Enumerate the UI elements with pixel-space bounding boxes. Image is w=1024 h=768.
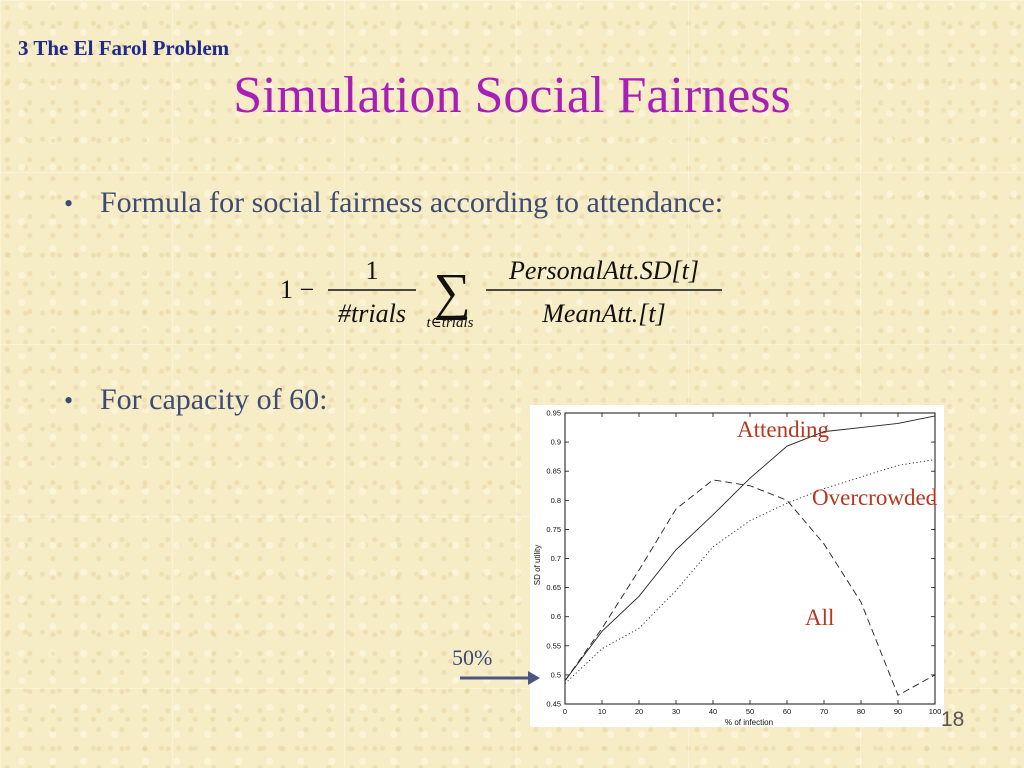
y-tick-label: 0.55: [546, 641, 561, 650]
y-tick-label: 0.9: [551, 438, 561, 447]
x-axis-label: % of infection: [725, 718, 773, 727]
formula-numerator: PersonalAtt.SD[t]: [508, 256, 699, 285]
bullet-capacity: • For capacity of 60:: [64, 383, 327, 417]
bullet-icon: •: [64, 189, 74, 218]
y-tick-label: 0.85: [546, 467, 561, 476]
y-tick-label: 0.8: [551, 496, 561, 505]
x-tick-label: 90: [894, 707, 902, 716]
x-tick-label: 10: [598, 707, 606, 716]
x-tick-label: 60: [783, 707, 791, 716]
slide-title: Simulation Social Fairness: [233, 67, 791, 124]
all-annotation: All: [805, 605, 835, 630]
overcrowded-annotation: Overcrowded: [812, 485, 938, 510]
y-tick-label: 0.65: [546, 583, 561, 592]
x-tick-label: 100: [929, 707, 942, 716]
x-tick-label: 0: [563, 707, 567, 716]
formula-small-numerator: 1: [366, 256, 379, 285]
series-line-dotted: [564, 459, 936, 684]
chart-background: [530, 405, 944, 727]
y-tick-label: 0.95: [546, 409, 561, 418]
x-tick-label: 30: [672, 707, 680, 716]
pointer-arrow-icon: [460, 671, 540, 685]
formula-denominator: MeanAtt.[t]: [541, 299, 666, 328]
page-number: 18: [941, 708, 965, 731]
y-tick-label: 0.6: [551, 612, 561, 621]
attending-annotation: Attending: [737, 417, 829, 442]
y-tick-label: 0.5: [551, 670, 561, 679]
section-label: 3 The El Farol Problem: [18, 36, 230, 60]
formula-sum-subscript: t∈trials: [427, 315, 474, 331]
pointer-label: 50%: [452, 645, 493, 670]
bullet-formula: • Formula for social fairness according …: [64, 186, 723, 220]
bullet-icon: •: [64, 386, 74, 415]
x-tick-label: 80: [857, 707, 865, 716]
series-line-dashed: [564, 479, 936, 696]
y-axis-label: SD of utility: [533, 545, 542, 585]
formula-lead: 1 −: [280, 275, 314, 304]
y-tick-label: 0.45: [546, 700, 561, 709]
x-tick-label: 70: [820, 707, 828, 716]
bullet-capacity-text: For capacity of 60:: [100, 383, 328, 416]
formula-sum-symbol: ∑: [433, 264, 470, 321]
fairness-formula: 1 − 1 #trials ∑ t∈trials PersonalAtt.SD[…: [280, 256, 722, 331]
y-tick-label: 0.75: [546, 525, 561, 534]
series-line-solid: [564, 415, 936, 681]
formula-small-denominator: #trials: [338, 299, 406, 328]
y-tick-label: 0.7: [551, 554, 561, 563]
sd-utility-chart: 0 10 20 30 40 50 60 70 80 90 100 0.45 0.5 0.55 0.6 0.65…: [530, 405, 944, 727]
x-tick-label: 20: [635, 707, 643, 716]
x-tick-label: 40: [709, 707, 717, 716]
bullet-formula-text: Formula for social fairness according to…: [100, 186, 724, 219]
x-tick-label: 50: [746, 707, 754, 716]
